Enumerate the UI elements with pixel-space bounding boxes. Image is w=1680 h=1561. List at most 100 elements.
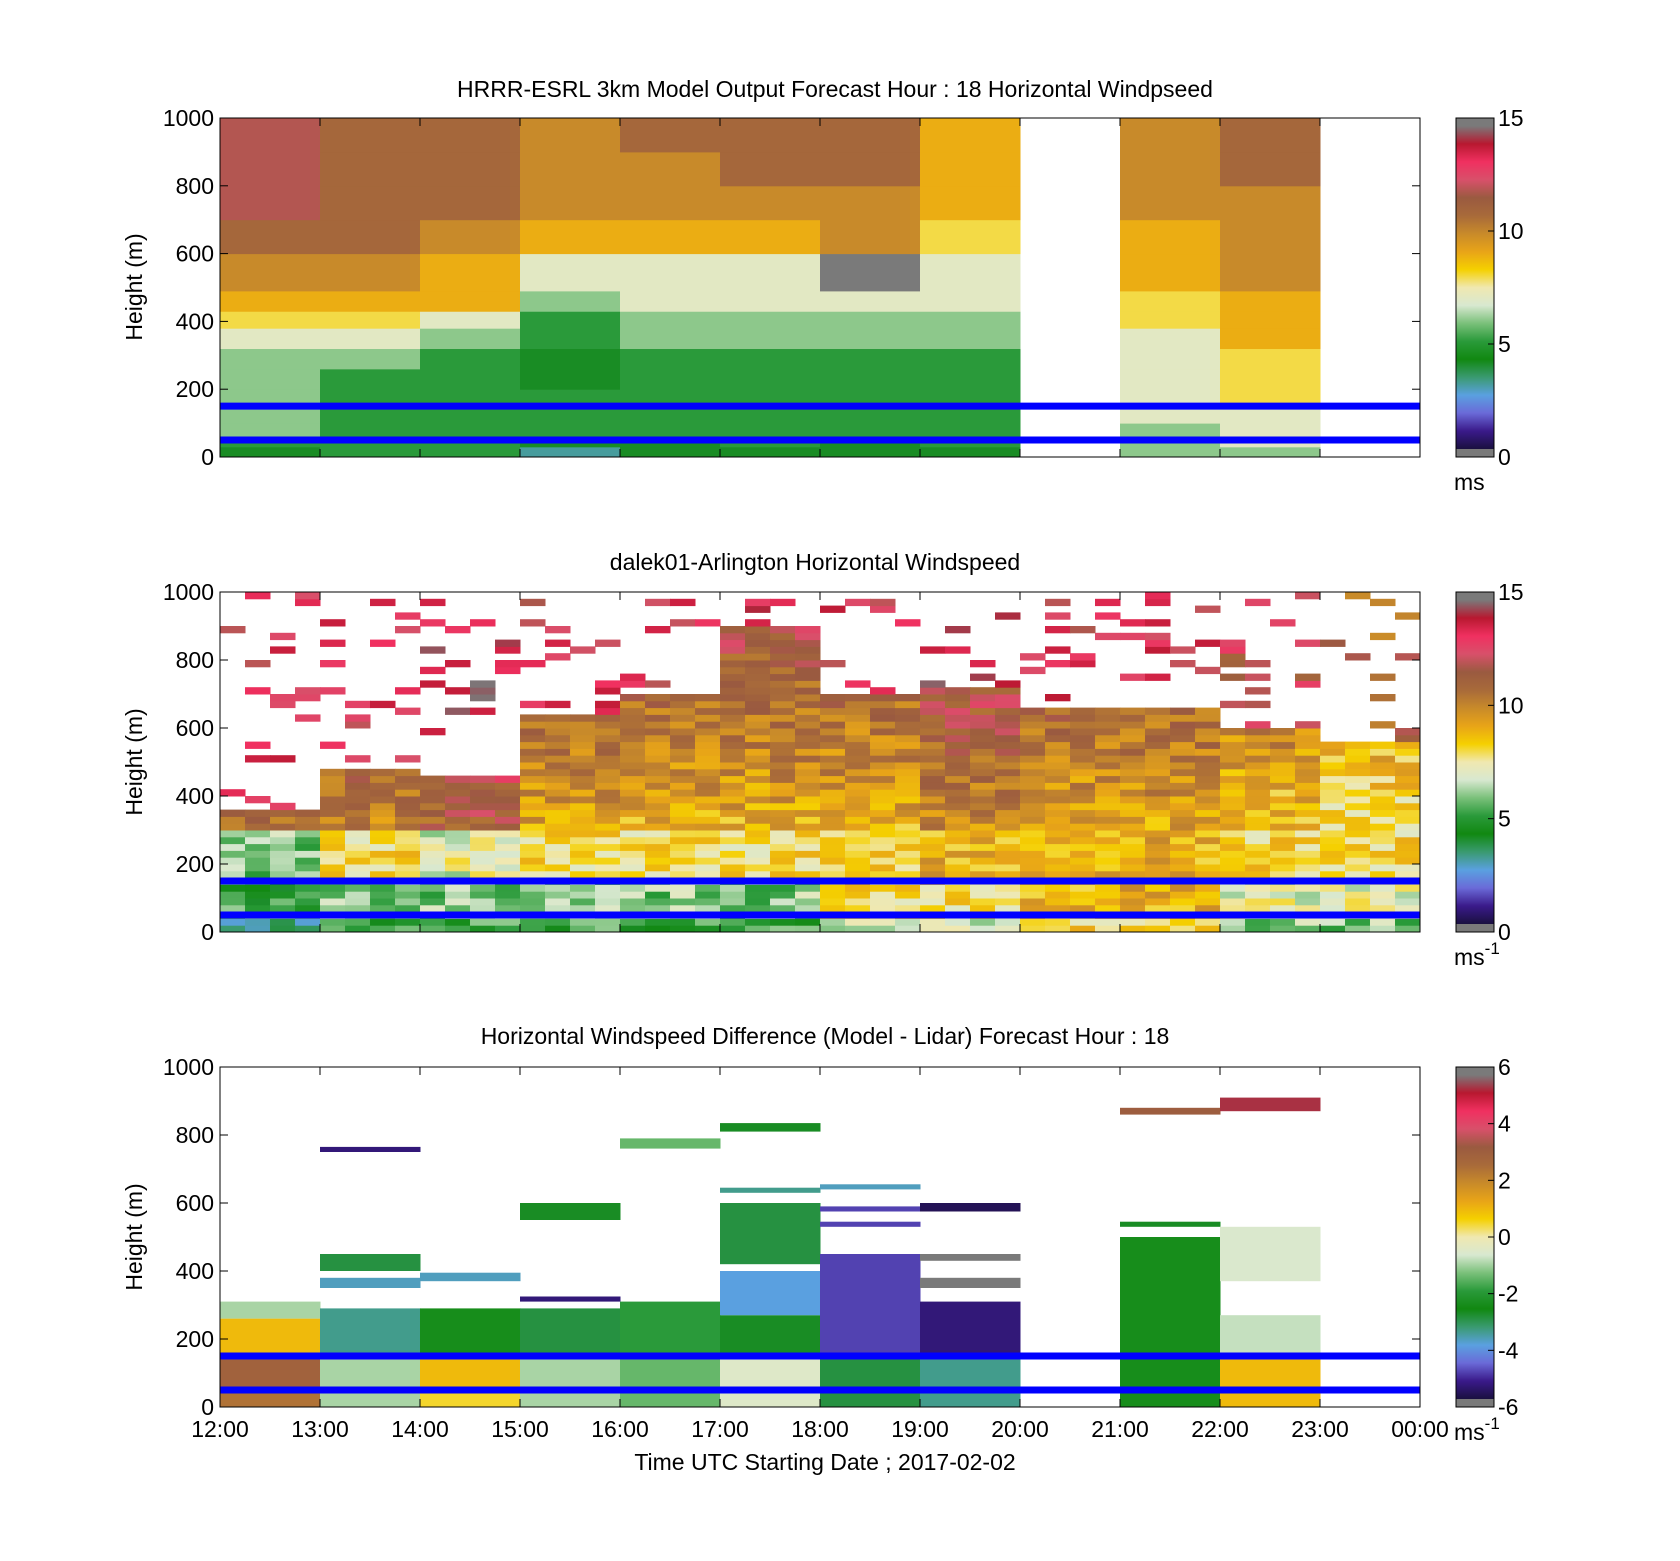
lidar-cell (1120, 721, 1146, 729)
lidar-cell (695, 707, 721, 715)
y-tick-label: 600 (176, 715, 214, 741)
lidar-cell (845, 741, 871, 749)
lidar-cell (570, 870, 596, 879)
lidar-cell (495, 884, 521, 892)
model-cell (220, 348, 321, 370)
lidar-cell (520, 870, 546, 879)
lidar-cell (220, 843, 246, 851)
lidar-cell (820, 830, 846, 838)
lidar-cell (770, 816, 796, 824)
lidar-cell (1345, 768, 1371, 777)
lidar-cell (920, 707, 946, 715)
lidar-cell (870, 700, 896, 709)
lidar-cell (1370, 694, 1396, 702)
lidar-cell (445, 789, 471, 797)
lidar-cell (495, 836, 521, 845)
lidar-cell (1195, 721, 1221, 729)
model-cell (420, 185, 521, 221)
lidar-cell (520, 734, 546, 743)
model-cell (720, 368, 821, 390)
lidar-cell (795, 666, 821, 675)
lidar-cell (1245, 898, 1271, 906)
lidar-cell (1095, 816, 1121, 824)
lidar-cell (920, 816, 946, 824)
lidar-cell (870, 802, 896, 811)
lidar-cell (795, 782, 821, 790)
lidar-cell (420, 836, 446, 845)
lidar-cell (620, 816, 646, 824)
model-cell (620, 446, 721, 458)
lidar-cell (1070, 796, 1096, 804)
lidar-cell (720, 660, 746, 668)
lidar-cell (745, 843, 771, 851)
lidar-cell (1095, 857, 1121, 865)
lidar-cell (1295, 802, 1321, 811)
lidar-cell (670, 619, 696, 627)
lidar-cell (1295, 809, 1321, 817)
lidar-cell (1095, 707, 1121, 715)
lidar-cell (1120, 843, 1146, 851)
lidar-cell (1070, 782, 1096, 790)
lidar-cell (570, 925, 596, 933)
lidar-cell (545, 884, 571, 892)
lidar-cell (420, 918, 446, 926)
model-cell (420, 423, 521, 438)
lidar-cell (1145, 843, 1171, 851)
lidar-cell (870, 748, 896, 756)
lidar-cell (1095, 741, 1121, 749)
lidar-cell (795, 714, 821, 722)
lidar-cell (1295, 734, 1321, 743)
lidar-cell (320, 782, 346, 790)
lidar-cell (1245, 782, 1271, 790)
lidar-cell (1320, 755, 1346, 763)
x-tick-label: 20:00 (991, 1416, 1049, 1442)
lidar-cell (770, 884, 796, 892)
lidar-cell (445, 870, 471, 879)
lidar-cell (1070, 721, 1096, 729)
lidar-cell (320, 904, 346, 913)
lidar-cell (570, 843, 596, 851)
lidar-cell (920, 802, 946, 811)
colorbar-unit-label: ms (1454, 469, 1485, 495)
lidar-cell (895, 802, 921, 811)
lidar-cell (970, 762, 996, 770)
model-cell (220, 219, 321, 255)
lidar-cell (745, 687, 771, 695)
model-cell (920, 328, 1021, 350)
lidar-cell (1220, 653, 1246, 661)
lidar-panel: dalek01-Arlington Horizontal Windspeed 0… (121, 549, 1524, 970)
lidar-cell (695, 816, 721, 824)
colorbar-unit-exponent: -1 (1485, 1414, 1500, 1433)
lidar-cell (1320, 782, 1346, 790)
lidar-cell (870, 707, 896, 715)
lidar-cell (745, 714, 771, 722)
lidar-cell (795, 884, 821, 892)
lidar-cell (345, 789, 371, 797)
lidar-cell (895, 741, 921, 749)
lidar-cell (1195, 802, 1221, 811)
lidar-cell (620, 734, 646, 743)
lidar-cell (545, 823, 571, 831)
model-cell (720, 389, 821, 407)
lidar-cell (745, 748, 771, 756)
model-cell (220, 389, 321, 407)
model-cell (620, 253, 721, 292)
lidar-cell (1245, 796, 1271, 804)
lidar-cell (970, 836, 996, 845)
lidar-cell (245, 884, 271, 892)
lidar-cell (1045, 898, 1071, 906)
lidar-cell (1370, 768, 1396, 777)
lidar-cell (1145, 836, 1171, 845)
lidar-cell (1195, 728, 1221, 736)
lidar-cell (1020, 836, 1046, 845)
difference-cell (1220, 1097, 1321, 1112)
lidar-cell (1395, 884, 1421, 892)
difference-cell (520, 1308, 621, 1356)
lidar-cell (1170, 741, 1196, 749)
lidar-cell (995, 707, 1021, 715)
lidar-cell (745, 891, 771, 899)
lidar-cell (395, 802, 421, 811)
lidar-cell (770, 823, 796, 831)
lidar-cell (1170, 789, 1196, 797)
lidar-cell (545, 809, 571, 817)
